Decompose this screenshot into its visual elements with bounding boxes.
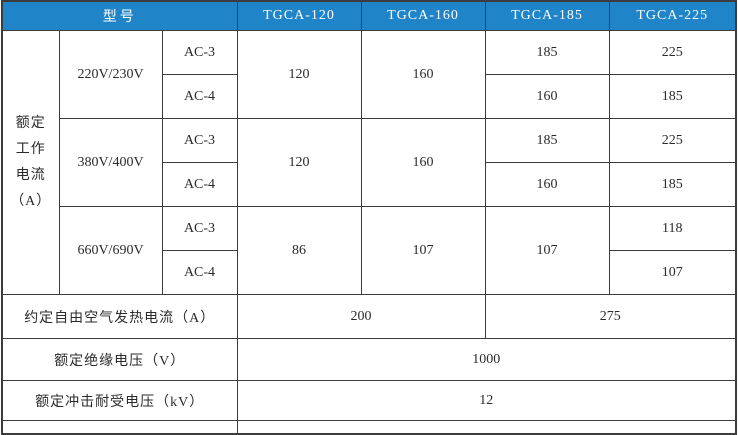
impulse-voltage-label: 额定冲击耐受电压（kV） [1, 380, 238, 421]
value-660v-tgca160: 107 [360, 206, 486, 295]
value-660v-tgca225-ac4: 107 [608, 250, 737, 295]
row-220v-ac3: 额定 工作 电流 （A） 220V/230V AC-3 120 160 185 … [1, 30, 737, 295]
thermal-current-label: 约定自由空气发热电流（A） [1, 294, 238, 339]
value-380v-tgca225-ac3: 225 [608, 118, 737, 163]
impulse-voltage-value: 12 [236, 380, 737, 421]
value-660v-tgca225-ac3: 118 [608, 206, 737, 251]
row-380v-ac4: AC-4 160 185 [2, 162, 737, 207]
rated-label-line-2: 工作 [15, 141, 46, 157]
value-220v-tgca225-ac3: 225 [608, 30, 737, 75]
value-660v-tgca120: 86 [236, 206, 362, 295]
rated-working-current-label: 额定 工作 电流 （A） [1, 30, 60, 295]
value-380v-tgca185-ac3: 185 [484, 118, 610, 163]
row-impulse-voltage: 额定冲击耐受电压（kV） 12 [1, 380, 737, 421]
rated-label-line-1: 额定 [15, 115, 46, 131]
voltage-380v: 380V/400V [58, 118, 163, 207]
insulation-voltage-label: 额定绝缘电压（V） [1, 338, 238, 381]
value-380v-tgca225-ac4: 185 [608, 162, 737, 207]
class-380v-ac3: AC-3 [161, 118, 238, 163]
value-220v-tgca120: 120 [236, 30, 362, 119]
class-220v-ac4: AC-4 [161, 74, 238, 119]
class-220v-ac3: AC-3 [161, 30, 238, 75]
header-model-tgca-160: TGCA-160 [360, 0, 486, 31]
row-660v-ac4: AC-4 107 [2, 250, 737, 295]
header-model-tgca-185: TGCA-185 [484, 0, 610, 31]
value-380v-tgca160: 160 [360, 118, 486, 207]
row-insulation-voltage: 额定绝缘电压（V） 1000 [1, 338, 737, 381]
value-220v-tgca185-ac3: 185 [484, 30, 610, 75]
value-220v-tgca225-ac4: 185 [608, 74, 737, 119]
row-220v-ac4: AC-4 160 185 [2, 74, 737, 119]
row-380v-ac3: 380V/400V AC-3 120 160 185 225 [2, 118, 737, 207]
value-220v-tgca185-ac4: 160 [484, 74, 610, 119]
value-660v-tgca185: 107 [484, 206, 610, 295]
partial-cell-value [236, 420, 737, 434]
rated-label-line-3: 电流 [15, 167, 46, 183]
class-660v-ac3: AC-3 [161, 206, 238, 251]
header-row: 型号 TGCA-120 TGCA-160 TGCA-185 TGCA-225 [1, 0, 737, 31]
insulation-voltage-value: 1000 [236, 338, 737, 381]
value-220v-tgca160: 160 [360, 30, 486, 119]
header-model-tgca-120: TGCA-120 [236, 0, 362, 31]
value-380v-tgca120: 120 [236, 118, 362, 207]
partial-cell-label [1, 420, 238, 434]
thermal-current-value-185-225: 275 [484, 294, 737, 339]
thermal-current-value-120-160: 200 [236, 294, 486, 339]
class-660v-ac4: AC-4 [161, 250, 238, 295]
value-380v-tgca185-ac4: 160 [484, 162, 610, 207]
row-partial-cutoff [1, 420, 737, 434]
row-thermal-current: 约定自由空气发热电流（A） 200 275 [1, 294, 737, 339]
rated-label-line-4: （A） [10, 193, 52, 209]
header-model-tgca-225: TGCA-225 [608, 0, 737, 31]
row-660v-ac3: 660V/690V AC-3 86 107 107 118 [2, 206, 737, 295]
voltage-660v: 660V/690V [58, 206, 163, 295]
header-model-label: 型号 [1, 0, 238, 31]
class-380v-ac4: AC-4 [161, 162, 238, 207]
voltage-220v: 220V/230V [58, 30, 163, 119]
